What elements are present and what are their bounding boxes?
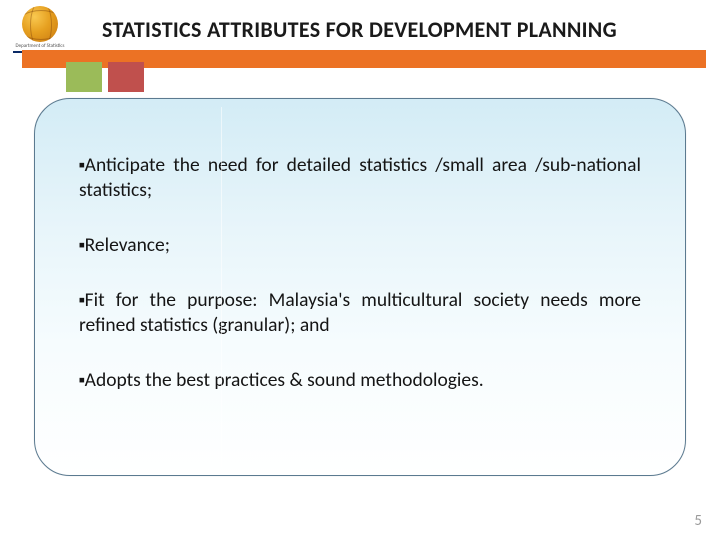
bullet-text: Fit for the purpose: Malaysia's multicul… [79, 288, 641, 337]
bullet-item: ▪Adopts the best practices & sound metho… [79, 368, 641, 393]
bullet-item: ▪Fit for the purpose: Malaysia's multicu… [79, 288, 641, 338]
page-title: STATISTICS ATTRIBUTES FOR DEVELOPMENT PL… [102, 16, 617, 43]
bullet-item: ▪Relevance; [79, 233, 641, 258]
bullet-text: Relevance; [85, 233, 170, 257]
globe-icon [22, 6, 58, 42]
accent-block-red [108, 62, 144, 92]
logo-org-name: Department of Statistics [16, 44, 65, 50]
panel-highlight-line [221, 107, 222, 467]
bullet-text: Anticipate the need for detailed statist… [79, 153, 641, 202]
accent-block-green [66, 62, 102, 92]
content-panel: ▪Anticipate the need for detailed statis… [34, 98, 686, 476]
bullet-item: ▪Anticipate the need for detailed statis… [79, 153, 641, 203]
page-number: 5 [694, 512, 702, 530]
bullet-text: Adopts the best practices & sound method… [85, 368, 484, 392]
